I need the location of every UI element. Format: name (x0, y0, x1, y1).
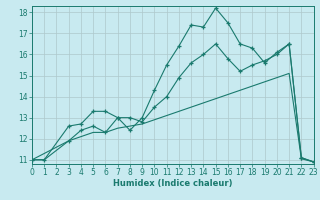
X-axis label: Humidex (Indice chaleur): Humidex (Indice chaleur) (113, 179, 233, 188)
